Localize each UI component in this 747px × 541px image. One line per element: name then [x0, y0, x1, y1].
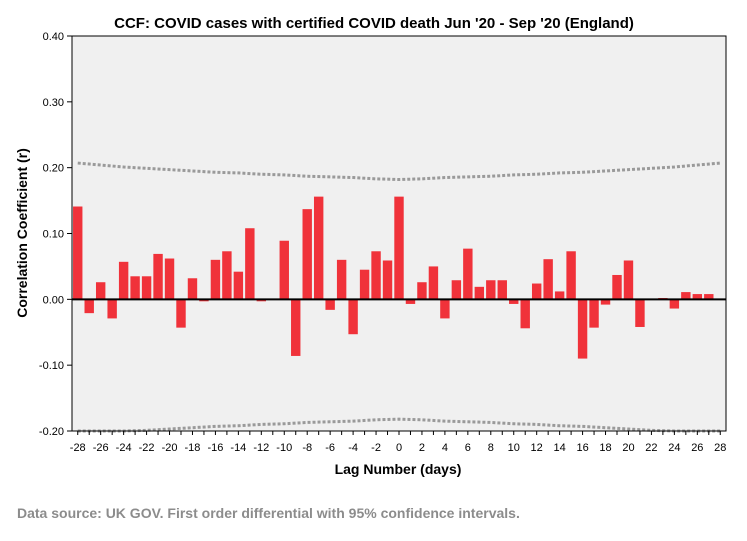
- bar-lag--24: [118, 261, 129, 300]
- confidence-limits: [77, 161, 721, 433]
- bar-lag-12: [531, 283, 542, 300]
- y-axis-ticks: -0.20 -0.10 0.00 0.10 0.20 0.30 0.40: [39, 31, 72, 438]
- bar-lag-25: [681, 292, 691, 300]
- bar-lag--10: [279, 240, 289, 300]
- bar-lag--22: [141, 276, 152, 300]
- bar-lag-15: [566, 251, 576, 300]
- bar-lag--19: [176, 299, 186, 328]
- bar-lag--4: [348, 299, 358, 335]
- bar-lag--27: [84, 299, 94, 314]
- x-tick-label: -18: [185, 442, 201, 454]
- x-tick-label: 16: [576, 442, 588, 454]
- bar-lag--1: [382, 260, 393, 300]
- x-tick-label: 18: [599, 442, 611, 454]
- bars-layer: [73, 196, 714, 359]
- chart-title: CCF: COVID cases with certified COVID de…: [114, 15, 634, 32]
- x-tick-label: -6: [325, 442, 335, 454]
- bar-lag-5: [451, 280, 462, 300]
- x-tick-label: 24: [668, 442, 680, 454]
- x-tick-label: 20: [622, 442, 634, 454]
- bar-lag-3: [428, 266, 439, 300]
- bar-lag--28: [73, 206, 83, 300]
- x-tick-label: -26: [93, 442, 109, 454]
- lower-confidence-limit: [77, 417, 721, 433]
- bar-lag--14: [233, 271, 244, 300]
- bar-lag-8: [486, 280, 496, 300]
- bar-lag-16: [577, 299, 588, 359]
- bar-lag--3: [359, 269, 370, 300]
- bar-lag--7: [313, 196, 324, 300]
- bar-lag-20: [623, 260, 634, 300]
- x-tick-label: 22: [645, 442, 657, 454]
- x-tick-label: -2: [371, 442, 381, 454]
- bar-lag-0: [394, 196, 404, 300]
- x-tick-label: -14: [230, 442, 246, 454]
- x-tick-label: 28: [714, 442, 726, 454]
- x-tick-label: 2: [419, 442, 425, 454]
- bar-lag-7: [474, 286, 485, 300]
- x-axis-label: Lag Number (days): [335, 461, 462, 477]
- bar-lag-10: [509, 299, 519, 304]
- x-tick-label: 6: [465, 442, 471, 454]
- bar-lag-2: [417, 282, 427, 300]
- y-axis-label: Correlation Coefficient (r): [14, 148, 30, 318]
- x-tick-label: -24: [116, 442, 132, 454]
- bar-lag--25: [107, 299, 117, 319]
- x-tick-label: 0: [396, 442, 402, 454]
- x-tick-label: 10: [508, 442, 520, 454]
- bar-lag--6: [325, 299, 335, 310]
- bar-lag-17: [589, 299, 599, 328]
- bar-lag-11: [520, 299, 530, 329]
- x-tick-label: -28: [70, 442, 86, 454]
- y-tick-label: -0.10: [39, 360, 64, 372]
- y-tick-label: 0.20: [43, 163, 64, 175]
- x-tick-label: -22: [139, 442, 155, 454]
- bar-lag-26: [692, 294, 703, 300]
- x-tick-label: 14: [554, 442, 566, 454]
- bar-lag--21: [153, 253, 163, 300]
- y-tick-label: -0.20: [39, 426, 64, 438]
- bar-lag--9: [291, 299, 301, 356]
- bar-lag-19: [612, 274, 622, 300]
- bar-lag--15: [222, 251, 232, 300]
- bar-lag-6: [463, 248, 473, 300]
- bar-lag--20: [164, 258, 175, 300]
- x-tick-label: 26: [691, 442, 703, 454]
- bar-lag-18: [600, 299, 611, 305]
- bar-lag-13: [543, 259, 553, 300]
- bar-lag--26: [95, 282, 106, 300]
- bar-lag--5: [336, 259, 347, 300]
- bar-lag--23: [130, 276, 140, 300]
- bar-lag--16: [210, 259, 221, 300]
- x-tick-label: -20: [162, 442, 178, 454]
- x-tick-label: -16: [207, 442, 223, 454]
- bar-lag-14: [554, 291, 565, 300]
- x-tick-label: -12: [253, 442, 269, 454]
- bar-lag--8: [302, 209, 312, 300]
- bar-lag-4: [440, 299, 450, 319]
- data-source-footnote: Data source: UK GOV. First order differe…: [17, 505, 520, 521]
- bar-lag-9: [497, 280, 507, 300]
- bar-lag-27: [704, 294, 714, 300]
- x-tick-label: 4: [442, 442, 448, 454]
- x-tick-label: -4: [348, 442, 358, 454]
- y-tick-label: 0.40: [43, 31, 64, 43]
- bar-lag-21: [635, 299, 645, 327]
- bar-lag--18: [187, 278, 198, 300]
- x-axis-ticks: -28 -26 -24 -22 -20 -18 -16 -14 -12 -10 -8 -6 -4 -2 0 2…: [70, 431, 726, 454]
- x-tick-label: 8: [488, 442, 494, 454]
- bar-lag--13: [245, 228, 255, 300]
- upper-confidence-limit: [77, 161, 721, 182]
- x-tick-label: -10: [276, 442, 292, 454]
- y-tick-label: 0.10: [43, 229, 64, 241]
- y-tick-label: 0.30: [43, 97, 64, 109]
- x-tick-label: 12: [531, 442, 543, 454]
- bar-lag-24: [669, 299, 680, 309]
- y-tick-label: 0.00: [43, 294, 64, 306]
- x-tick-label: -8: [302, 442, 312, 454]
- bar-lag--2: [371, 251, 381, 300]
- bar-lag-1: [405, 299, 416, 304]
